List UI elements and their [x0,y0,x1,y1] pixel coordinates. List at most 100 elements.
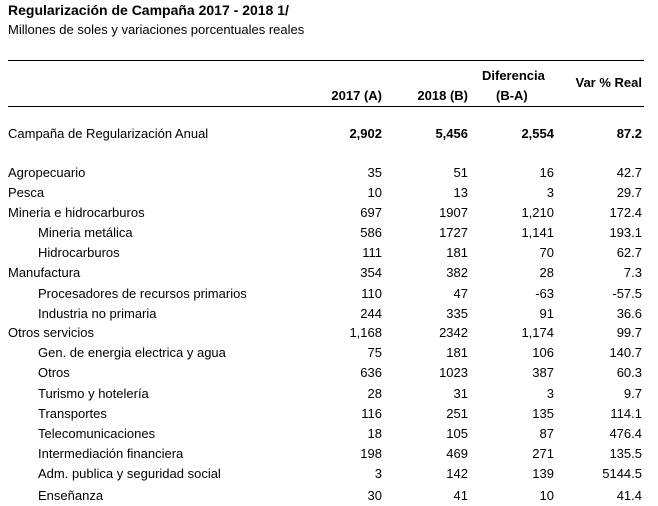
table-row: Enseñanza 30 41 10 41.4 [0,486,658,506]
table-row: Procesadores de recursos primarios 110 47 -… [0,284,658,304]
table-row: Campaña de Regularización Anual 2,902 5,45… [0,124,658,144]
table-row: Turismo y hotelería 28 31 3 9.7 [0,384,658,404]
page-subtitle: Millones de soles y variaciones porcentu… [8,22,305,37]
table-row: Intermediación financiera 198 469 271 135.5 [0,444,658,464]
row-label: Pesca [8,185,45,200]
table-row: Gen. de energia electrica y agua 75 181 106… [0,343,658,363]
cell-var-real: 172.4 [609,205,642,220]
cell-var-real: 41.4 [616,488,642,503]
cell-var-real: 62.7 [616,245,642,260]
cell-diferencia: 2,554 [521,126,554,141]
cell-diferencia: 3 [546,185,554,200]
cell-diferencia: 91 [539,306,554,321]
row-label: Mineria e hidrocarburos [8,205,145,220]
cell-2018: 181 [446,345,468,360]
table-row: Adm. publica y seguridad social 3 142 139 51… [0,464,658,484]
cell-2018: 1727 [439,225,468,240]
cell-var-real: 36.6 [616,306,642,321]
cell-2018: 382 [446,265,468,280]
cell-2018: 142 [446,466,468,481]
row-label: Hidrocarburos [38,245,120,260]
cell-diferencia: 70 [539,245,554,260]
cell-diferencia: 10 [539,488,554,503]
row-label: Turismo y hotelería [38,386,149,401]
cell-2017: 28 [367,386,382,401]
cell-2017: 354 [360,265,382,280]
cell-diferencia: 16 [539,165,554,180]
cell-2018: 335 [446,306,468,321]
cell-2017: 10 [367,185,382,200]
cell-var-real: 9.7 [623,386,642,401]
column-header-var-real: Var % Real [575,75,643,90]
cell-2018: 31 [453,386,468,401]
row-label: Transportes [38,406,107,421]
cell-2017: 111 [362,245,382,260]
table-row: Mineria e hidrocarburos 697 1907 1,210 172.4 [0,203,658,223]
cell-var-real: 193.1 [609,225,642,240]
table-row: Otros servicios 1,168 2342 1,174 99.7 [0,323,658,343]
cell-2018: 181 [446,245,468,260]
table-row: Pesca 10 13 3 29.7 [0,183,658,203]
cell-2017: 636 [360,365,382,380]
cell-2017: 35 [367,165,382,180]
column-header-2017: 2017 (A) [331,88,382,103]
cell-2018: 105 [446,426,468,441]
cell-diferencia: 106 [532,345,554,360]
cell-diferencia: 28 [539,265,554,280]
cell-diferencia: 387 [532,365,554,380]
cell-2018: 469 [446,446,468,461]
cell-2017: 1,168 [349,325,382,340]
row-label: Otros servicios [8,325,94,340]
cell-2018: 2342 [439,325,468,340]
row-label: Agropecuario [8,165,86,180]
cell-diferencia: 87 [539,426,554,441]
page-title: Regularización de Campaña 2017 - 2018 1/ [8,2,289,18]
cell-var-real: 114.1 [610,406,642,421]
header-separator-rule [8,106,644,107]
table-row: Telecomunicaciones 18 105 87 476.4 [0,424,658,444]
table-top-rule [8,60,644,61]
cell-2017: 30 [367,488,382,503]
column-header-diferencia-formula: (B-A) [496,88,528,103]
cell-var-real: 87.2 [616,126,642,141]
cell-2018: 251 [446,406,468,421]
cell-2017: 586 [360,225,382,240]
cell-var-real: 5144.5 [602,466,642,481]
cell-diferencia: 1,174 [521,325,554,340]
table-row: Agropecuario 35 51 16 42.7 [0,163,658,183]
cell-2018: 1023 [439,365,468,380]
cell-diferencia: 1,141 [521,225,554,240]
cell-2018: 13 [453,185,468,200]
cell-2017: 3 [374,466,382,481]
cell-diferencia: 135 [532,406,554,421]
cell-var-real: -57.5 [612,286,642,301]
cell-2017: 116 [361,406,382,421]
row-label: Campaña de Regularización Anual [8,126,209,141]
row-label: Telecomunicaciones [38,426,156,441]
cell-var-real: 476.4 [609,426,642,441]
cell-diferencia: -63 [535,286,554,301]
table-row: Mineria metálica 586 1727 1,141 193.1 [0,223,658,243]
cell-2017: 75 [367,345,382,360]
cell-2018: 41 [453,488,468,503]
cell-diferencia: 1,210 [521,205,554,220]
cell-var-real: 99.7 [616,325,642,340]
column-header-2018: 2018 (B) [417,88,468,103]
row-label: Otros [38,365,70,380]
column-header-diferencia: Diferencia [482,68,545,83]
cell-diferencia: 271 [532,446,554,461]
cell-2017: 110 [361,286,382,301]
cell-var-real: 42.7 [616,165,642,180]
cell-var-real: 135.5 [609,446,642,461]
cell-2018: 1907 [439,205,468,220]
cell-2017: 2,902 [349,126,382,141]
cell-var-real: 7.3 [623,265,642,280]
cell-diferencia: 139 [532,466,554,481]
row-label: Procesadores de recursos primarios [38,286,247,301]
table-row: Otros 636 1023 387 60.3 [0,363,658,383]
cell-2018: 47 [453,286,468,301]
row-label: Mineria metálica [38,225,133,240]
table-row: Industria no primaria 244 335 91 36.6 [0,304,658,324]
cell-2017: 198 [360,446,382,461]
row-label: Adm. publica y seguridad social [38,466,221,481]
